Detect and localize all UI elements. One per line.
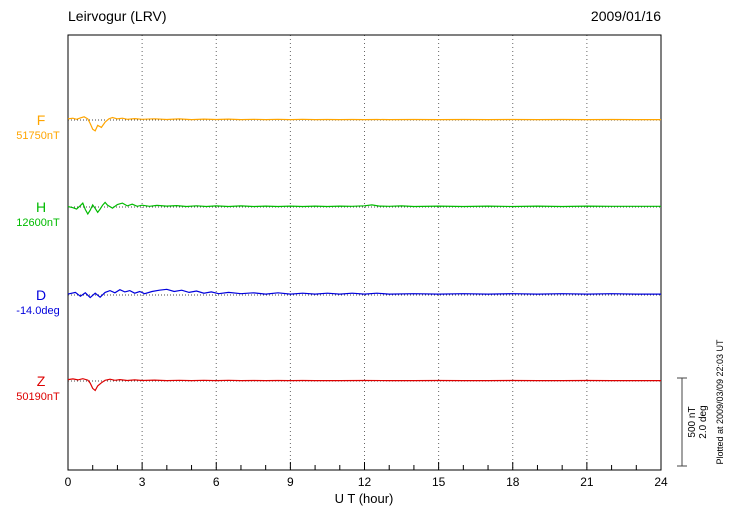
scale-label-deg: 2.0 deg [698, 405, 709, 438]
trace-layer [67, 116, 661, 392]
x-axis-label: U T (hour) [335, 491, 394, 506]
trace-H [67, 201, 661, 216]
tick-label-6: 6 [213, 475, 220, 489]
tick-label-0: 0 [65, 475, 72, 489]
grid-layer [141, 35, 588, 470]
series-letter-F: F [37, 112, 46, 128]
scale-bar [677, 377, 687, 467]
series-value-F: 51750nT [16, 130, 60, 142]
series-label-H: H 12600nT [16, 199, 60, 229]
series-label-D: D -14.0deg [16, 287, 59, 317]
tick-label-18: 18 [506, 475, 520, 489]
plot-border [67, 34, 662, 471]
tick-label-15: 15 [432, 475, 446, 489]
trace-D [67, 288, 661, 299]
trace-Z [67, 378, 661, 392]
tick-label-3: 3 [139, 475, 146, 489]
axis-layer: 0 3 6 9 12 15 18 21 24 [65, 462, 668, 489]
tick-label-21: 21 [580, 475, 594, 489]
date-label: 2009/01/16 [591, 8, 661, 24]
scale-label-nt: 500 nT [687, 406, 698, 437]
tick-label-12: 12 [358, 475, 372, 489]
series-value-Z: 50190nT [16, 391, 60, 403]
series-value-D: -14.0deg [16, 305, 59, 317]
series-value-H: 12600nT [16, 217, 60, 229]
tick-label-24: 24 [654, 475, 668, 489]
trace-F [67, 116, 661, 132]
series-label-F: F 51750nT [16, 112, 60, 142]
series-letter-H: H [36, 199, 46, 215]
plot-note: Plotted at 2009/03/09 22:03 UT [715, 339, 725, 465]
tick-label-9: 9 [287, 475, 294, 489]
series-letter-D: D [36, 287, 46, 303]
station-title: Leirvogur (LRV) [68, 8, 167, 24]
series-letter-Z: Z [37, 373, 46, 389]
series-label-Z: Z 50190nT [16, 373, 60, 403]
